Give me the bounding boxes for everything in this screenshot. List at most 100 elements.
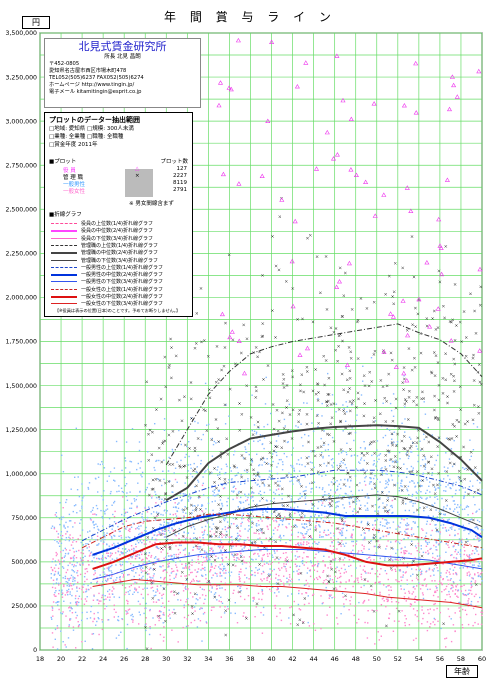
point-female: [57, 536, 59, 538]
point-female: [300, 542, 302, 544]
point-female: [367, 580, 369, 583]
point-male: [458, 601, 461, 604]
point-male: [163, 429, 166, 431]
point-female: [109, 555, 111, 558]
point-male: [195, 598, 198, 600]
point-manager: [455, 435, 458, 438]
point-male: [466, 505, 468, 507]
point-male: [131, 618, 133, 621]
point-female: [426, 621, 429, 623]
point-male: [424, 413, 427, 415]
point-female: [188, 574, 190, 576]
website[interactable]: ホームページ http://www.tingin.jp/: [49, 82, 135, 88]
point-male: [217, 557, 220, 559]
point-female: [80, 598, 83, 600]
x-axis-unit: 年齢: [446, 665, 478, 678]
point-male: [241, 548, 243, 550]
point-female: [351, 537, 353, 539]
point-male: [281, 461, 284, 463]
point-male: [103, 598, 105, 601]
point-male: [50, 573, 52, 575]
point-male: [51, 618, 53, 620]
point-male: [382, 436, 384, 439]
point-manager: [207, 580, 211, 583]
point-male: [127, 591, 129, 593]
point-female: [419, 588, 422, 590]
point-male: [317, 397, 319, 400]
point-female: [385, 535, 388, 537]
point-male: [146, 539, 148, 541]
point-female: [408, 590, 410, 593]
point-male: [453, 440, 455, 442]
point-male: [337, 541, 339, 543]
point-female: [426, 629, 429, 632]
point-male: [384, 570, 386, 572]
point-manager: [367, 541, 371, 544]
point-male: [457, 544, 460, 546]
point-manager: [421, 479, 424, 482]
point-male: [137, 462, 139, 465]
point-manager: [422, 397, 426, 400]
point-male: [79, 564, 81, 566]
point-female: [402, 574, 404, 576]
point-manager: [437, 436, 441, 439]
point-female: [131, 557, 133, 559]
point-male: [289, 429, 292, 432]
point-male: [240, 496, 242, 499]
point-executive: [219, 311, 225, 317]
point-female: [203, 611, 206, 614]
point-female: [373, 592, 376, 595]
point-male: [152, 590, 155, 592]
point-male: [376, 449, 378, 451]
point-female: [307, 567, 309, 569]
point-male: [112, 513, 114, 516]
point-male: [458, 513, 460, 516]
point-male: [206, 424, 208, 426]
point-male: [244, 545, 246, 547]
point-male: [265, 376, 267, 379]
point-female: [415, 637, 417, 640]
point-female: [303, 551, 305, 554]
point-male: [51, 560, 53, 563]
point-male: [115, 579, 117, 581]
point-female: [297, 536, 299, 538]
point-male: [341, 534, 344, 536]
point-female: [474, 573, 476, 575]
point-male: [382, 507, 384, 509]
point-manager: [182, 508, 186, 512]
point-female: [136, 582, 138, 584]
point-male: [312, 430, 315, 432]
point-female: [358, 618, 360, 620]
email[interactable]: 電子メール kitamitingin@esprit.co.jp: [49, 89, 142, 95]
point-female: [286, 556, 288, 558]
point-female: [290, 559, 293, 562]
point-male: [206, 522, 209, 524]
point-male: [202, 537, 204, 539]
point-female: [51, 606, 53, 608]
point-female: [164, 576, 166, 579]
point-male: [416, 448, 419, 450]
point-manager: [276, 484, 280, 487]
point-male: [190, 473, 192, 475]
point-male: [163, 500, 165, 502]
point-male: [241, 518, 243, 520]
point-female: [395, 601, 398, 603]
point-male: [231, 536, 233, 538]
point-male: [371, 454, 373, 457]
point-manager: [145, 380, 149, 384]
point-male: [163, 521, 165, 523]
point-manager: [355, 497, 359, 500]
point-male: [61, 613, 64, 615]
point-male: [345, 485, 347, 487]
point-manager: [395, 444, 398, 448]
point-male: [71, 563, 73, 566]
point-female: [139, 603, 141, 605]
point-manager: [278, 514, 282, 518]
point-male: [432, 570, 435, 572]
point-male: [232, 545, 234, 547]
point-male: [102, 517, 104, 519]
point-male: [378, 528, 380, 530]
point-male: [109, 524, 111, 526]
point-manager: [329, 559, 333, 563]
point-manager: [261, 481, 265, 485]
